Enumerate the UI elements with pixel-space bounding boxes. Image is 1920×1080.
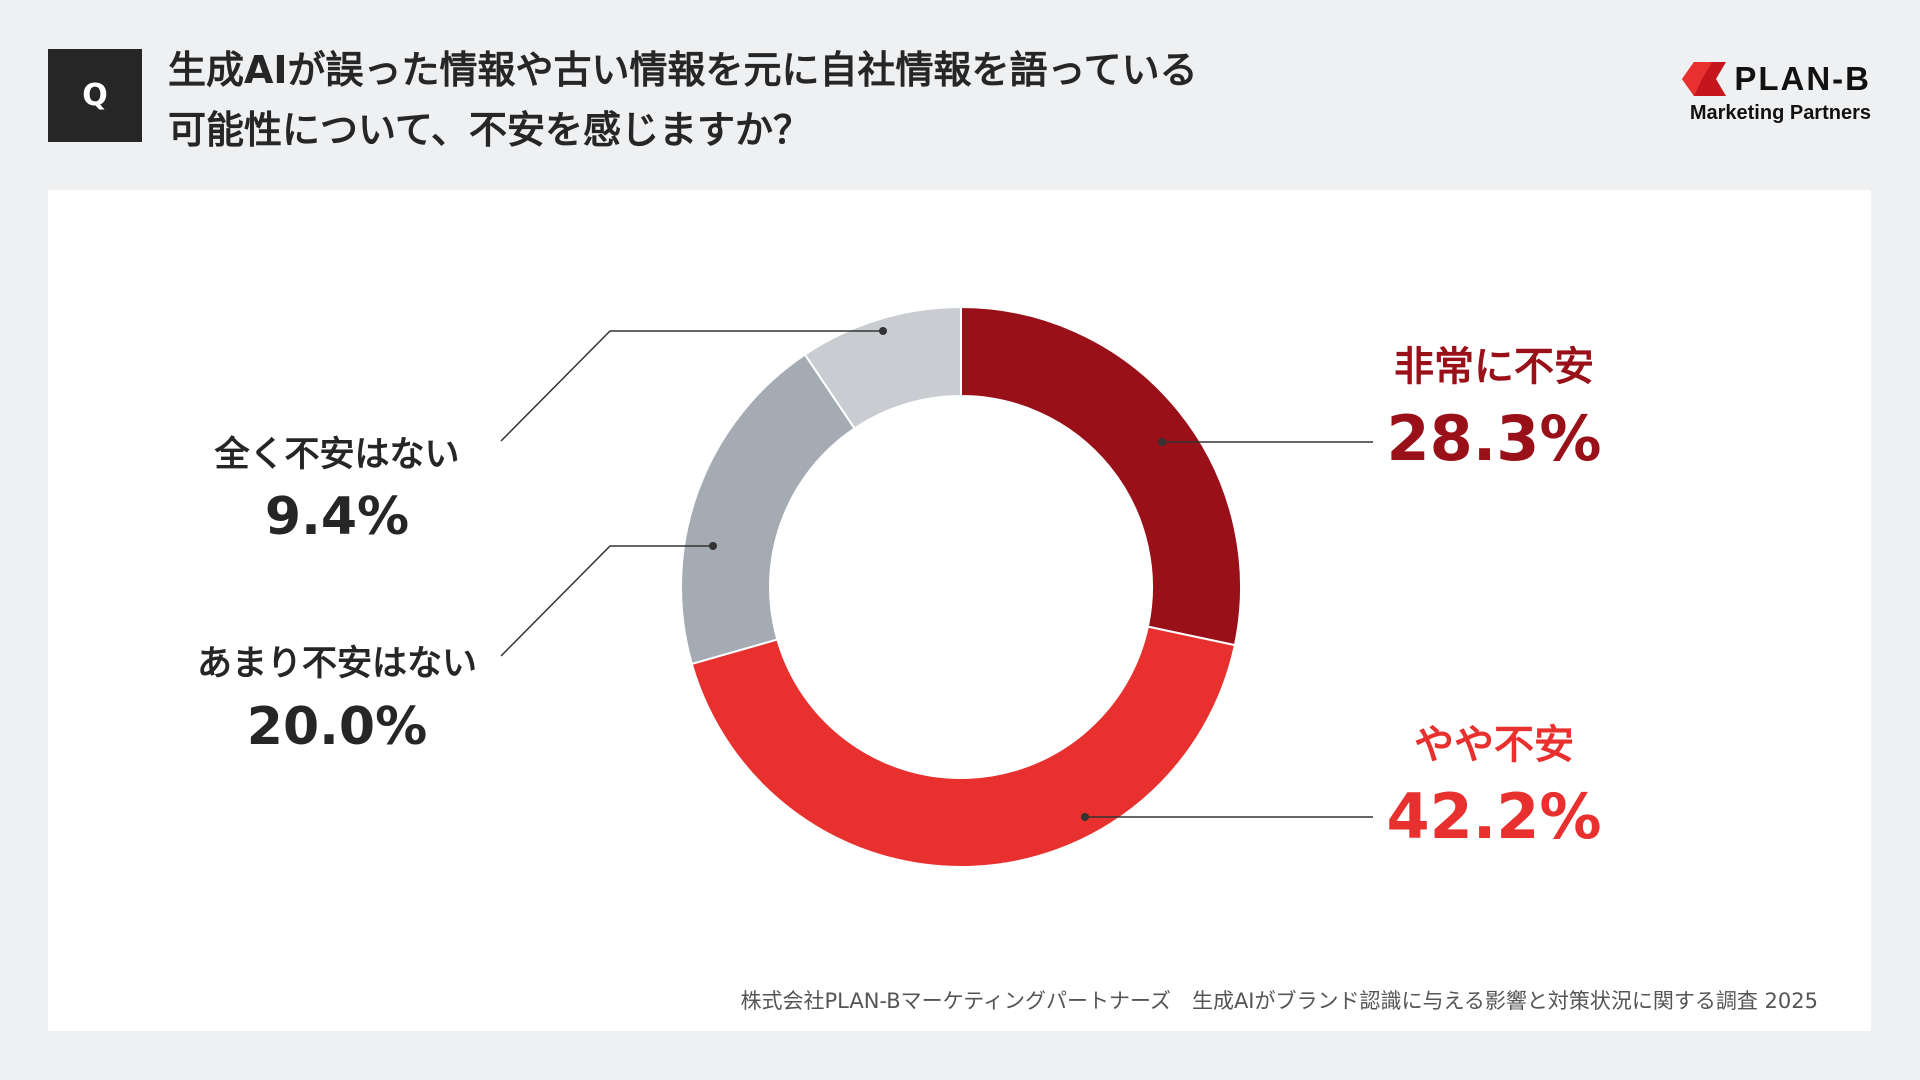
value-not-at-all-anxious: 9.4% <box>264 487 410 547</box>
value-somewhat-anxious: 42.2% <box>1386 780 1602 853</box>
label-very-anxious: 非常に不安 <box>1394 344 1594 390</box>
logo-mark-icon <box>1682 62 1727 96</box>
label-not-at-all-anxious: 全く不安はない <box>214 435 460 475</box>
leader-dot <box>709 542 717 550</box>
logo-name: PLAN-B <box>1734 60 1871 97</box>
leader-line-not-very <box>500 545 713 657</box>
title-line-2: 可能性について、不安を感じますか？ <box>168 108 811 152</box>
leader-dot <box>1158 438 1166 446</box>
logo-subtitle: Marketing Partners <box>1689 102 1871 124</box>
value-very-anxious: 28.3% <box>1386 402 1602 475</box>
leader-line-not-at-all <box>500 330 883 442</box>
donut-slice-2 <box>680 353 856 666</box>
donut-slice-0 <box>960 305 1242 647</box>
leader-dot <box>1081 813 1089 821</box>
label-not-very-anxious: あまり不安はない <box>196 644 478 684</box>
value-not-very-anxious: 20.0% <box>246 697 428 757</box>
donut-slice-1 <box>690 625 1237 868</box>
leader-dot <box>879 327 887 335</box>
logo: PLAN-B Marketing Partners <box>1682 60 1871 125</box>
source-footer: 株式会社PLAN-Bマーケティングパートナーズ 生成AIがブランド認識に与える影… <box>740 989 1818 1013</box>
title-line-1: 生成AIが誤った情報や古い情報を元に自社情報を語っている <box>168 48 1198 92</box>
page-title: 生成AIが誤った情報や古い情報を元に自社情報を語っている 可能性について、不安を… <box>168 40 1198 160</box>
label-somewhat-anxious: やや不安 <box>1414 722 1574 768</box>
question-badge: Q <box>48 49 142 142</box>
